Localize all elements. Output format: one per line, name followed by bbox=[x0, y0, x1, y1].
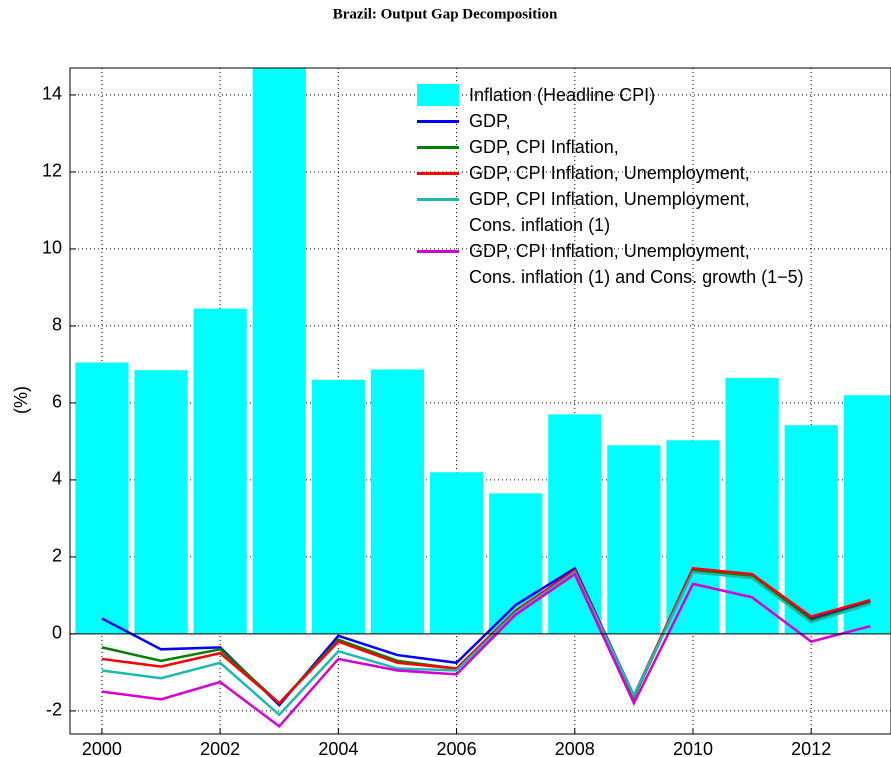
legend-swatch-mark bbox=[417, 84, 459, 106]
y-tick-label: 6 bbox=[52, 392, 62, 412]
legend-entry: GDP, CPI Inflation, Unemployment, Cons. … bbox=[417, 238, 804, 290]
legend-swatch-mark bbox=[417, 146, 459, 149]
bar bbox=[134, 370, 188, 634]
plot-frame bbox=[69, 67, 891, 735]
line-series bbox=[101, 572, 871, 728]
legend-label: GDP, CPI Inflation, Unemployment, Cons. … bbox=[469, 241, 804, 287]
legend-label: GDP, CPI Inflation, Unemployment, bbox=[469, 163, 750, 183]
bar bbox=[370, 369, 425, 634]
x-tick-label: 2004 bbox=[318, 739, 358, 757]
line-series bbox=[101, 567, 871, 705]
legend-entry: GDP, CPI Inflation, Unemployment, bbox=[417, 160, 804, 186]
legend: Inflation (Headline CPI) GDP, GDP, CPI Inf… bbox=[417, 82, 804, 290]
bar bbox=[666, 440, 720, 634]
legend-swatch bbox=[417, 108, 459, 134]
axes: -2 0 2 4 6 8 10 12 14 2000 2002 2004 2006 2008 2010 201… bbox=[42, 67, 891, 757]
bars bbox=[75, 68, 891, 634]
legend-entry: GDP, CPI Inflation, bbox=[417, 134, 804, 160]
bar bbox=[725, 377, 779, 634]
legend-swatch-mark bbox=[417, 198, 459, 201]
legend-label: GDP, bbox=[469, 111, 511, 131]
x-tick-label: 2012 bbox=[791, 739, 831, 757]
legend-swatch bbox=[417, 134, 459, 160]
y-tick-label: 8 bbox=[52, 315, 62, 335]
legend-entry: GDP, bbox=[417, 108, 804, 134]
x-tick-label: 2000 bbox=[82, 739, 122, 757]
legend-swatch bbox=[417, 186, 459, 212]
legend-swatch bbox=[417, 238, 459, 264]
legend-swatch-mark bbox=[417, 250, 459, 253]
legend-label: GDP, CPI Inflation, bbox=[469, 137, 619, 157]
bar bbox=[607, 445, 661, 634]
y-tick-label: 14 bbox=[42, 84, 62, 104]
bar bbox=[75, 362, 129, 634]
bar bbox=[429, 472, 484, 634]
legend-swatch-mark bbox=[417, 172, 459, 175]
y-tick-label: -2 bbox=[46, 700, 62, 720]
x-tick-label: 2010 bbox=[673, 739, 713, 757]
line-series bbox=[101, 570, 871, 717]
legend-entry: Inflation (Headline CPI) bbox=[417, 82, 804, 108]
x-tick-label: 2002 bbox=[200, 739, 240, 757]
y-axis-label: (%) bbox=[11, 386, 31, 414]
x-tick-label: 2006 bbox=[437, 739, 477, 757]
legend-swatch bbox=[417, 82, 459, 108]
legend-entry: GDP, CPI Inflation, Unemployment, Cons. … bbox=[417, 186, 804, 238]
legend-label: GDP, CPI Inflation, Unemployment, Cons. … bbox=[469, 189, 750, 235]
legend-swatch bbox=[417, 160, 459, 186]
legend-label: Inflation (Headline CPI) bbox=[469, 85, 656, 105]
y-tick-label: 2 bbox=[52, 546, 62, 566]
bar bbox=[784, 425, 838, 634]
y-tick-label: 0 bbox=[52, 623, 62, 643]
bar bbox=[843, 395, 891, 634]
bar bbox=[252, 68, 306, 634]
y-tick-label: 10 bbox=[42, 238, 62, 258]
legend-swatch-mark bbox=[417, 120, 459, 123]
bar bbox=[548, 414, 602, 634]
bar bbox=[193, 308, 247, 634]
y-tick-label: 12 bbox=[42, 161, 62, 181]
chart-title: Brazil: Output Gap Decomposition bbox=[333, 6, 558, 22]
y-tick-label: 4 bbox=[52, 469, 62, 489]
x-tick-label: 2008 bbox=[555, 739, 595, 757]
bar bbox=[311, 379, 365, 634]
